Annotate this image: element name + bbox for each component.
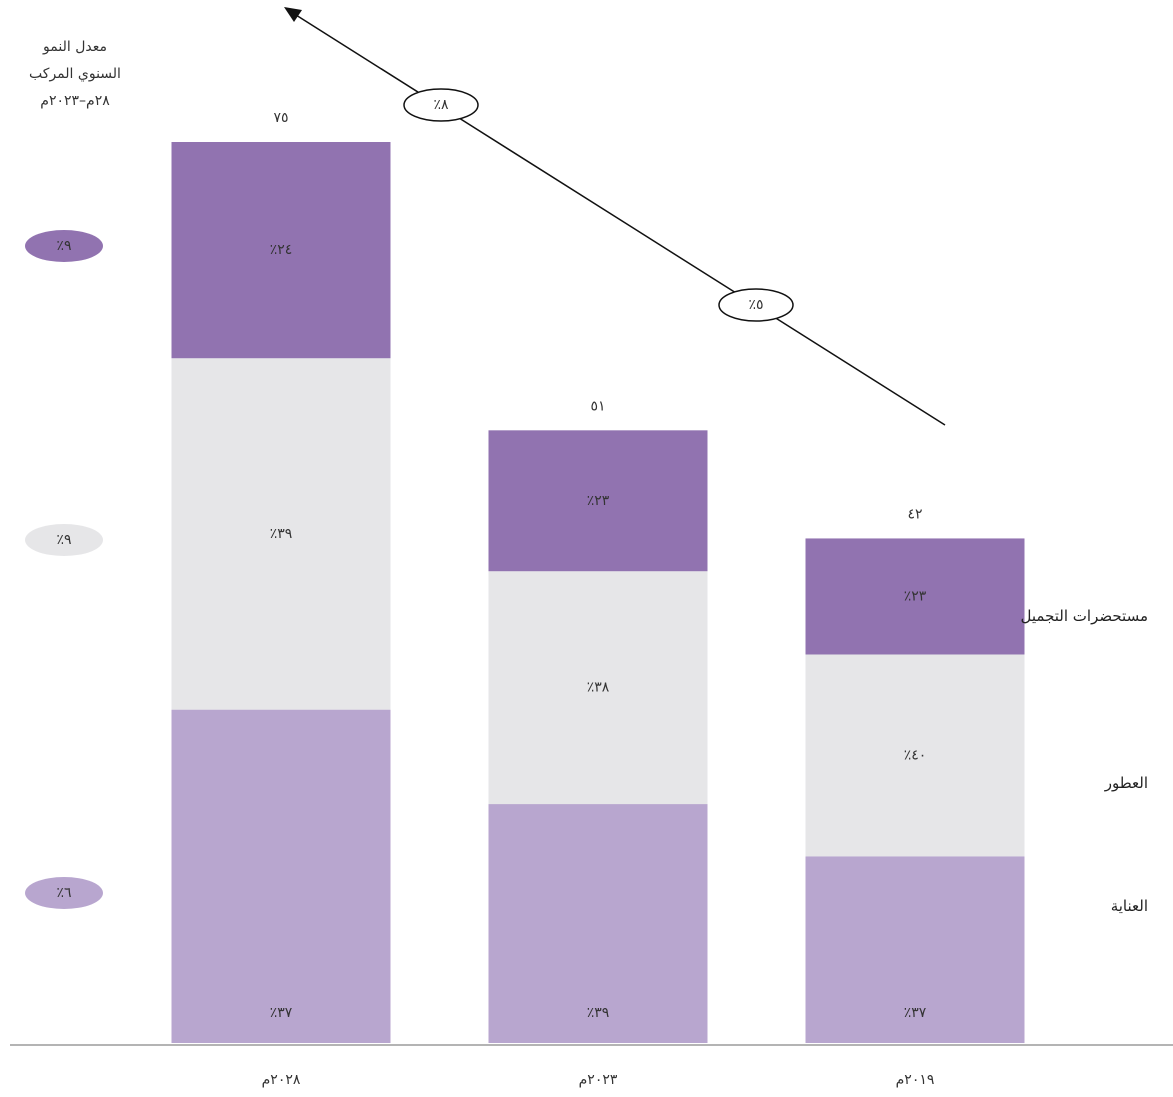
bar-segment (805, 856, 1025, 1043)
trend-bubble (718, 288, 794, 322)
segment-label: ٪٣٧ (904, 1005, 927, 1021)
cagr-pill (25, 230, 103, 262)
arrow-head (284, 7, 302, 22)
bar-segment (488, 571, 708, 805)
bar-segment (805, 654, 1025, 857)
cagr-pill (25, 524, 103, 556)
cagr-label: ٪٦ (56, 885, 71, 901)
bar-segment (488, 430, 708, 572)
segment-label: ٪٢٣ (904, 588, 927, 604)
trend-bubble (403, 88, 479, 122)
cagr-title: السنوي المركب (29, 66, 121, 82)
bar-segment (171, 358, 391, 710)
cagr-label: ٪٩ (56, 238, 71, 254)
bar-segment (171, 709, 391, 1043)
bar-segment (805, 538, 1025, 655)
segment-label: ٪٣٨ (587, 680, 610, 696)
segment-label: ٪٢٤ (270, 242, 293, 258)
trend-label: ٪٥ (748, 297, 763, 313)
legend-entry: العطور (1104, 774, 1148, 792)
segment-label: ٪٣٧ (270, 1005, 293, 1021)
segment-label: ٪٣٩ (587, 1005, 610, 1021)
trend-label: ٪٨ (433, 97, 449, 113)
cagr-title: معدل النمو (42, 39, 107, 55)
x-tick-label: ٢٠٢٨م (262, 1072, 301, 1088)
cagr-title: ٢٨م–٢٠٢٣م (40, 93, 110, 109)
segment-label: ٪٤٠ (904, 747, 927, 763)
total-label: ٧٥ (273, 110, 288, 126)
segment-label: ٪٣٩ (270, 526, 293, 542)
bar-segment (488, 804, 708, 1043)
cagr-pill (25, 877, 103, 909)
cagr-label: ٪٩ (56, 532, 71, 548)
legend-entry: العناية (1110, 897, 1148, 915)
total-label: ٤٢ (907, 506, 922, 522)
segment-label: ٪٢٣ (587, 493, 610, 509)
bar-segment (171, 142, 391, 359)
legend-entry: مستحضرات التجميل (1020, 607, 1148, 625)
x-tick-label: ٢٠٢٣م (579, 1072, 618, 1088)
trend-arrow (295, 14, 946, 426)
x-tick-label: ٢٠١٩م (896, 1072, 935, 1088)
total-label: ٥١ (590, 398, 605, 414)
